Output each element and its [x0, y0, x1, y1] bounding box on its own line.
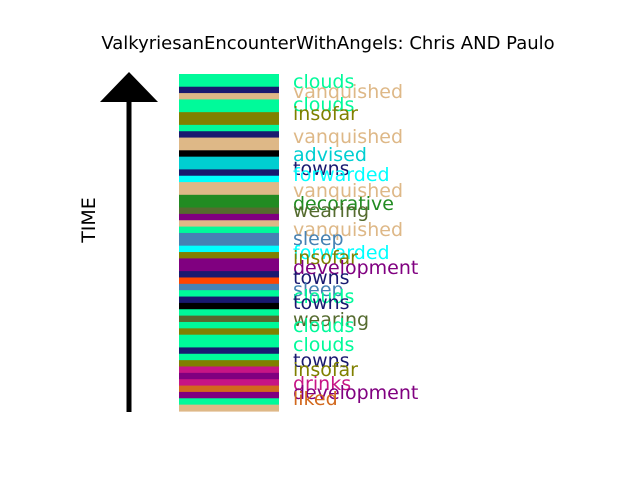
word-label: towns [293, 158, 350, 180]
stripe [179, 105, 279, 113]
time-arrow-icon [100, 72, 158, 102]
word-label: clouds [293, 286, 354, 308]
word-label: insofar [293, 247, 358, 269]
word-label: liked [293, 388, 338, 410]
word-label: towns [293, 267, 350, 289]
stripe [179, 220, 279, 228]
word-label: insofar [293, 103, 358, 125]
word-label: vanquished [293, 81, 403, 103]
stripe [179, 391, 279, 399]
word-label: drinks [293, 373, 351, 395]
stripe [179, 156, 279, 164]
stripe [179, 239, 279, 247]
stripe [179, 163, 279, 170]
time-axis: TIME [78, 72, 158, 412]
word-label: sleep [293, 279, 344, 301]
word-label: forwarded [293, 164, 390, 186]
stripe [179, 309, 279, 317]
word-labels: cloudsvanquishedcloudsinsofarvanquisheda… [293, 71, 418, 410]
stripe [179, 201, 279, 209]
time-axis-label: TIME [78, 197, 100, 244]
word-label: vanquished [293, 180, 403, 202]
stripe [179, 137, 279, 145]
stripe [179, 283, 279, 291]
word-label: vanquished [293, 126, 403, 148]
stripe [179, 188, 279, 196]
stripe [179, 213, 279, 221]
stripe [179, 131, 279, 139]
stripe [179, 271, 279, 279]
word-label: clouds [293, 334, 354, 356]
word-label: towns [293, 292, 350, 314]
word-label: wearing [293, 200, 369, 222]
stripe [179, 112, 279, 120]
word-label: clouds [293, 71, 354, 93]
stripe [179, 194, 279, 202]
word-label: clouds [293, 94, 354, 116]
stripe [179, 372, 279, 380]
stripe [179, 328, 279, 336]
stripe [179, 404, 279, 412]
stripe [179, 245, 279, 253]
stripe [179, 252, 279, 259]
word-label: clouds [293, 315, 354, 337]
stripe [179, 315, 279, 323]
stripe [179, 232, 279, 240]
stripe [179, 93, 279, 101]
stripe [179, 150, 279, 158]
stripe [179, 334, 279, 342]
stripe [179, 341, 279, 349]
stripe [179, 169, 279, 177]
stripe [179, 385, 279, 393]
stripe [179, 398, 279, 406]
stripe [179, 321, 279, 329]
stripe [179, 264, 279, 272]
stripe [179, 99, 279, 107]
word-label: decorative [293, 193, 394, 215]
stripe-column [179, 74, 279, 412]
stripe [179, 86, 279, 94]
word-label: vanquished [293, 219, 403, 241]
word-label: development [293, 382, 418, 404]
stripe [179, 143, 279, 151]
stripe [179, 366, 279, 374]
stripe [179, 175, 279, 183]
stripe [179, 302, 279, 310]
word-label: insofar [293, 359, 358, 381]
stripe [179, 182, 279, 190]
stripe [179, 290, 279, 298]
word-label: towns [293, 350, 350, 372]
stripe [179, 360, 279, 368]
stripe [179, 207, 279, 215]
stripe [179, 80, 279, 88]
word-label: wearing [293, 309, 369, 331]
stripe [179, 258, 279, 266]
stripe [179, 379, 279, 387]
stripe [179, 353, 279, 361]
stripe [179, 118, 279, 126]
chart-title: ValkyriesanEncounterWithAngels: Chris AN… [101, 33, 554, 54]
stripe [179, 74, 279, 81]
stripe [179, 226, 279, 234]
stripe [179, 124, 279, 132]
word-label: sleep [293, 228, 344, 250]
stripe [179, 347, 279, 355]
stripe [179, 296, 279, 304]
stripe [179, 277, 279, 285]
word-label: advised [293, 144, 367, 166]
word-label: forwarded [293, 242, 390, 264]
word-label: development [293, 257, 418, 279]
